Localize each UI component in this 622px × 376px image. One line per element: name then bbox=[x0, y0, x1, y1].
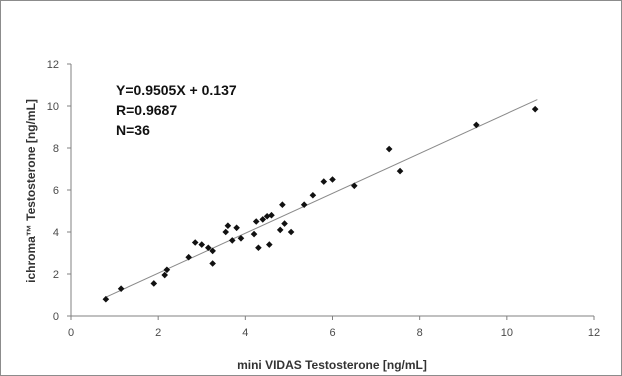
x-tick-label: 0 bbox=[68, 327, 74, 339]
data-point bbox=[300, 201, 308, 208]
y-tick-label: 10 bbox=[47, 101, 59, 113]
y-tick-label: 4 bbox=[53, 227, 59, 239]
y-axis-title: ichroma™ Testosterone [ng/mL] bbox=[24, 99, 38, 283]
data-point bbox=[255, 244, 262, 252]
data-point bbox=[233, 224, 240, 232]
data-point bbox=[281, 220, 288, 227]
y-tick-label: 8 bbox=[53, 143, 59, 155]
data-point bbox=[252, 218, 260, 225]
data-point bbox=[117, 285, 125, 292]
data-point bbox=[531, 105, 539, 113]
data-points bbox=[102, 105, 539, 303]
data-point bbox=[224, 222, 232, 229]
n-count-label: N=36 bbox=[116, 122, 150, 138]
data-point bbox=[396, 167, 404, 175]
data-point bbox=[259, 216, 267, 223]
data-point bbox=[237, 235, 245, 242]
data-point bbox=[198, 241, 206, 248]
y-tick-label: 2 bbox=[53, 269, 59, 281]
data-point bbox=[287, 228, 295, 236]
data-point bbox=[163, 266, 171, 274]
data-point bbox=[102, 295, 110, 303]
x-axis-title: mini VIDAS Testosterone [ng/mL] bbox=[237, 358, 427, 372]
x-axis-ticks: 0 2 4 6 8 10 12 bbox=[68, 316, 600, 339]
data-point bbox=[209, 260, 216, 267]
data-point bbox=[329, 176, 336, 183]
data-point bbox=[350, 182, 358, 190]
data-point bbox=[209, 247, 216, 255]
y-tick-label: 6 bbox=[53, 185, 59, 197]
data-point bbox=[385, 145, 393, 153]
data-point bbox=[268, 211, 275, 219]
data-point bbox=[473, 121, 480, 129]
data-point bbox=[320, 178, 328, 185]
x-tick-label: 12 bbox=[588, 327, 600, 339]
trendline-group bbox=[105, 99, 538, 298]
r-value-label: R=0.9687 bbox=[116, 102, 177, 118]
data-point bbox=[204, 244, 212, 252]
y-tick-label: 12 bbox=[47, 59, 59, 71]
y-tick-label: 0 bbox=[53, 311, 59, 323]
data-point bbox=[161, 271, 169, 279]
data-point bbox=[263, 212, 271, 220]
data-point bbox=[222, 228, 230, 236]
data-point bbox=[279, 201, 286, 208]
data-point bbox=[191, 239, 199, 246]
data-point bbox=[185, 253, 192, 261]
x-tick-label: 8 bbox=[417, 327, 423, 339]
x-tick-label: 2 bbox=[155, 327, 161, 339]
equation-label: Y=0.9505X + 0.137 bbox=[116, 82, 237, 98]
data-point bbox=[276, 226, 284, 234]
data-point bbox=[250, 230, 258, 238]
data-point bbox=[150, 280, 158, 287]
x-tick-label: 4 bbox=[242, 327, 248, 339]
data-point bbox=[266, 241, 273, 248]
trendline bbox=[105, 99, 538, 298]
x-tick-label: 10 bbox=[501, 327, 513, 339]
data-point bbox=[309, 191, 317, 199]
y-axis-ticks: 0 2 4 6 8 10 12 bbox=[47, 59, 71, 323]
data-point bbox=[228, 237, 236, 244]
x-tick-label: 6 bbox=[329, 327, 335, 339]
regression-annotation: Y=0.9505X + 0.137 R=0.9687 N=36 bbox=[116, 82, 237, 138]
